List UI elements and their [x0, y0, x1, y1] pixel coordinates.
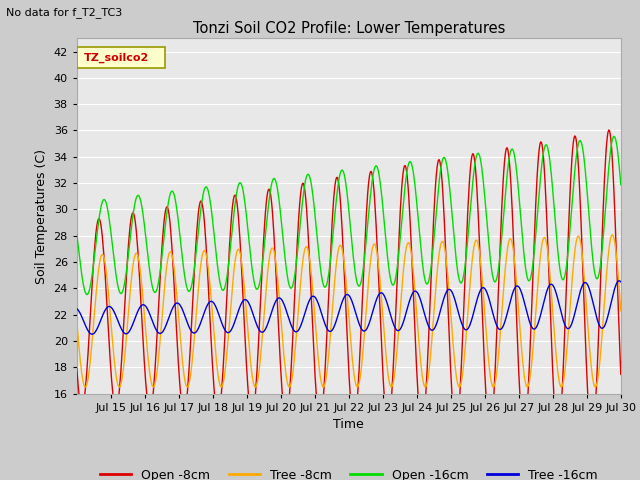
Legend: Open -8cm, Tree -8cm, Open -16cm, Tree -16cm: Open -8cm, Tree -8cm, Open -16cm, Tree -… [95, 464, 603, 480]
Text: No data for f_T2_TC3: No data for f_T2_TC3 [6, 7, 123, 18]
FancyBboxPatch shape [77, 47, 165, 68]
X-axis label: Time: Time [333, 418, 364, 431]
Text: TZ_soilco2: TZ_soilco2 [84, 52, 149, 62]
Title: Tonzi Soil CO2 Profile: Lower Temperatures: Tonzi Soil CO2 Profile: Lower Temperatur… [193, 21, 505, 36]
Y-axis label: Soil Temperatures (C): Soil Temperatures (C) [35, 148, 48, 284]
